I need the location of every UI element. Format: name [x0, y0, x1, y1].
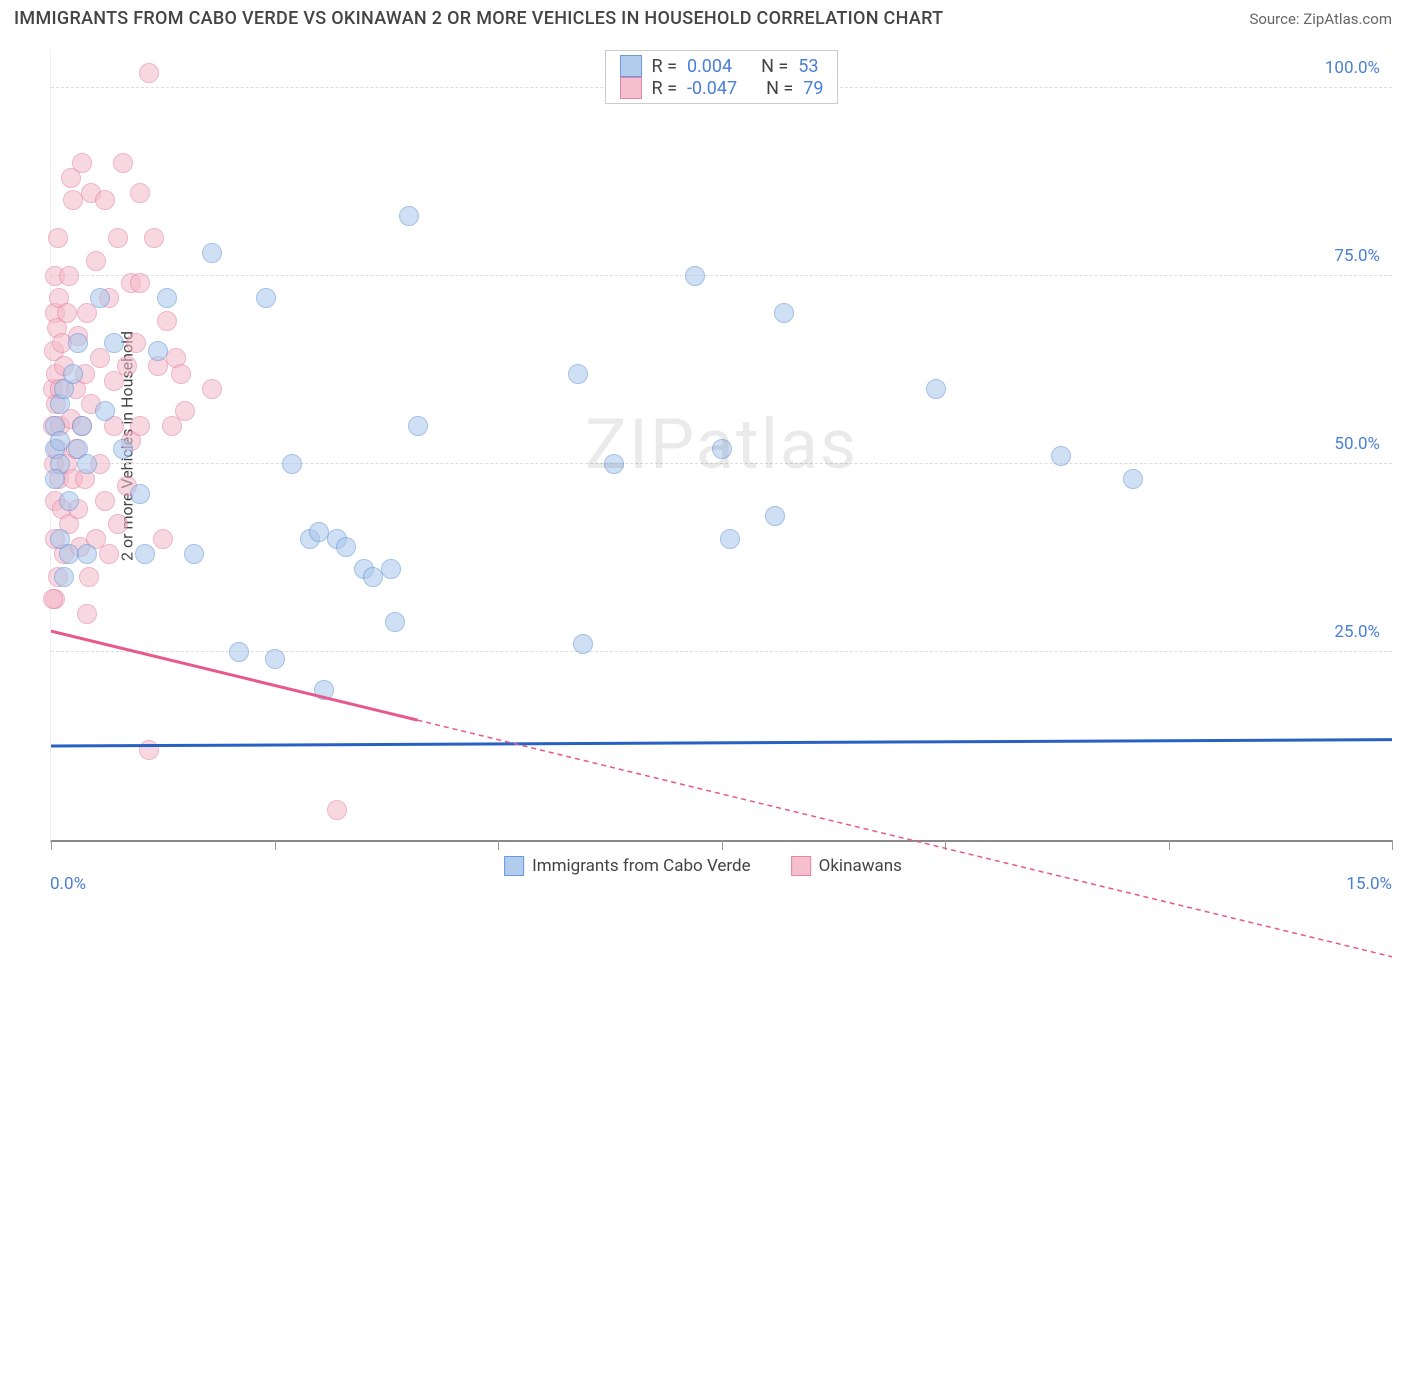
scatter-point-series1: [63, 364, 83, 384]
scatter-point-series1: [774, 303, 794, 323]
scatter-point-series2: [126, 333, 146, 353]
scatter-point-series1: [573, 634, 593, 654]
scatter-point-series2: [113, 153, 133, 173]
swatch-pink-icon: [620, 77, 642, 99]
scatter-point-series2: [108, 228, 128, 248]
stats-row-series2: R = -0.047 N = 79: [620, 77, 824, 99]
scatter-point-series2: [95, 491, 115, 511]
stats-legend-box: R = 0.004 N = 53 R = -0.047 N = 79: [605, 50, 839, 104]
x-min-label: 0.0%: [50, 874, 86, 894]
swatch-blue-icon: [504, 856, 524, 876]
swatch-pink-icon: [791, 856, 811, 876]
scatter-point-series2: [72, 153, 92, 173]
scatter-point-series1: [336, 537, 356, 557]
scatter-point-series2: [139, 63, 159, 83]
scatter-point-series2: [99, 544, 119, 564]
scatter-point-series1: [148, 341, 168, 361]
scatter-point-series2: [77, 604, 97, 624]
series-legend: Immigrants from Cabo Verde Okinawans: [504, 856, 902, 876]
scatter-point-series2: [86, 251, 106, 271]
scatter-point-series1: [1051, 446, 1071, 466]
gridline: [51, 275, 1392, 276]
scatter-point-series1: [72, 416, 92, 436]
scatter-point-series1: [314, 680, 334, 700]
scatter-point-series2: [117, 356, 137, 376]
scatter-point-series1: [90, 288, 110, 308]
scatter-point-series2: [144, 228, 164, 248]
scatter-point-series2: [130, 273, 150, 293]
scatter-point-series1: [282, 454, 302, 474]
scatter-point-series1: [104, 333, 124, 353]
scatter-point-series2: [57, 303, 77, 323]
scatter-point-series2: [95, 190, 115, 210]
scatter-point-series1: [408, 416, 428, 436]
scatter-point-series1: [45, 469, 65, 489]
scatter-point-series1: [68, 333, 88, 353]
y-tick-label: 75.0%: [1334, 246, 1380, 266]
scatter-point-series2: [48, 228, 68, 248]
scatter-point-series2: [59, 266, 79, 286]
x-tick: [1392, 840, 1393, 850]
scatter-point-series2: [130, 416, 150, 436]
swatch-blue-icon: [620, 55, 642, 77]
scatter-point-series2: [130, 183, 150, 203]
trend-lines: [51, 50, 1392, 1391]
gridline: [51, 463, 1392, 464]
scatter-point-series1: [685, 266, 705, 286]
scatter-point-series1: [59, 491, 79, 511]
scatter-point-series1: [77, 454, 97, 474]
y-tick-label: 25.0%: [1334, 622, 1380, 642]
x-max-label: 15.0%: [1346, 874, 1392, 894]
scatter-point-series2: [327, 800, 347, 820]
scatter-point-series2: [139, 740, 159, 760]
scatter-point-series2: [153, 529, 173, 549]
x-tick: [51, 840, 52, 850]
x-tick: [275, 840, 276, 850]
scatter-point-series1: [1123, 469, 1143, 489]
chart-plot-area: ZIPatlas R = 0.004 N = 53 R = -0.047 N =…: [50, 50, 1392, 842]
scatter-point-series1: [720, 529, 740, 549]
scatter-point-series1: [135, 544, 155, 564]
scatter-point-series2: [108, 514, 128, 534]
scatter-point-series1: [765, 506, 785, 526]
scatter-point-series2: [157, 311, 177, 331]
chart-title: IMMIGRANTS FROM CABO VERDE VS OKINAWAN 2…: [14, 8, 943, 29]
scatter-point-series2: [43, 589, 63, 609]
stats-row-series1: R = 0.004 N = 53: [620, 55, 824, 77]
scatter-point-series1: [385, 612, 405, 632]
scatter-point-series1: [265, 649, 285, 669]
x-tick: [722, 840, 723, 850]
legend-item-series1: Immigrants from Cabo Verde: [504, 856, 751, 876]
scatter-point-series1: [229, 642, 249, 662]
source-credit: Source: ZipAtlas.com: [1249, 10, 1392, 28]
x-tick: [498, 840, 499, 850]
legend-item-series2: Okinawans: [791, 856, 902, 876]
scatter-point-series1: [604, 454, 624, 474]
x-tick: [945, 840, 946, 850]
scatter-point-series1: [202, 243, 222, 263]
scatter-point-series1: [568, 364, 588, 384]
scatter-point-series1: [256, 288, 276, 308]
scatter-point-series1: [95, 401, 115, 421]
y-tick-label: 100.0%: [1325, 58, 1380, 78]
scatter-point-series1: [113, 439, 133, 459]
scatter-point-series1: [399, 206, 419, 226]
y-tick-label: 50.0%: [1334, 434, 1380, 454]
scatter-point-series1: [157, 288, 177, 308]
scatter-point-series1: [54, 567, 74, 587]
scatter-point-series1: [77, 544, 97, 564]
scatter-point-series2: [171, 364, 191, 384]
x-tick: [1169, 840, 1170, 850]
scatter-point-series1: [712, 439, 732, 459]
scatter-point-series1: [184, 544, 204, 564]
scatter-point-series1: [130, 484, 150, 504]
scatter-point-series1: [926, 379, 946, 399]
scatter-point-series1: [381, 559, 401, 579]
scatter-point-series2: [202, 379, 222, 399]
gridline: [51, 651, 1392, 652]
scatter-point-series2: [175, 401, 195, 421]
scatter-point-series2: [79, 567, 99, 587]
